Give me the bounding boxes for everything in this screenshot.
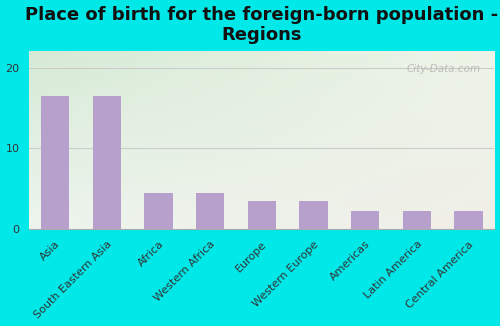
Bar: [351, 212, 380, 229]
Bar: [300, 201, 328, 229]
Bar: [41, 96, 70, 229]
Bar: [454, 212, 483, 229]
Bar: [402, 212, 431, 229]
Title: Place of birth for the foreign-born population -
Regions: Place of birth for the foreign-born popu…: [26, 6, 498, 44]
Bar: [92, 96, 121, 229]
Bar: [144, 193, 173, 229]
Bar: [248, 201, 276, 229]
Bar: [196, 193, 224, 229]
Text: City-Data.com: City-Data.com: [406, 64, 480, 74]
